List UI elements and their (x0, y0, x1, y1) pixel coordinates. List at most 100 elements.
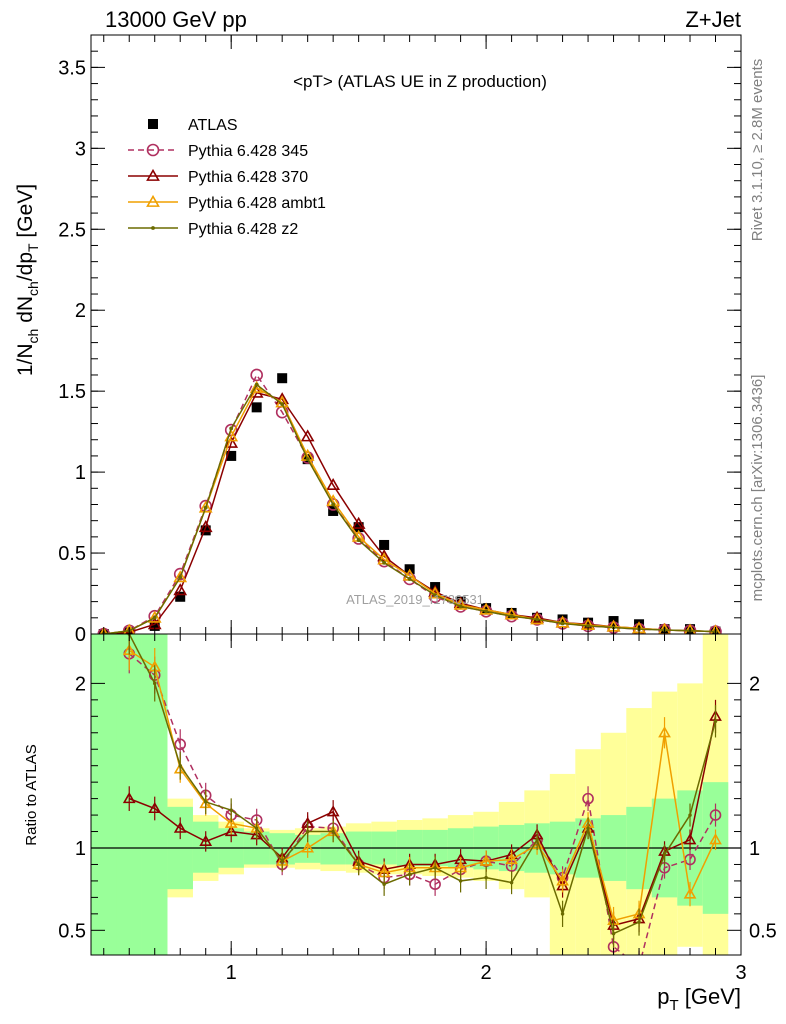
y-tick-label: 3 (75, 138, 86, 160)
ratio-y-tick-label: 0.5 (58, 920, 86, 942)
ratio-point (203, 800, 208, 804)
ratio-point (484, 875, 488, 880)
data-point (198, 520, 213, 533)
data-point (331, 502, 336, 507)
data-point (173, 570, 188, 583)
data-point (326, 477, 341, 490)
ratio-line (128, 649, 717, 922)
data-point (433, 593, 438, 598)
ratio-line (128, 634, 717, 935)
data-point (173, 567, 187, 581)
ratio-panel: 0.5 0.5 1 1 2 2 1 2 3 Ratio to ATLAS (23, 633, 777, 984)
data-point (407, 577, 412, 581)
ratio-point (634, 962, 644, 972)
data-point (353, 522, 364, 533)
ratio-point (305, 829, 310, 834)
data-point (509, 614, 514, 619)
data-point (229, 426, 234, 431)
ratio-point (301, 841, 315, 853)
ratio-point (224, 816, 238, 828)
ratio-point (582, 792, 594, 805)
ratio-point (535, 838, 539, 842)
y-tick-label: 1 (75, 462, 86, 484)
y-tick-label: 2 (75, 300, 86, 322)
data-point (251, 402, 262, 413)
ratio-y-tick-label: 1 (75, 838, 86, 860)
x-tick-label: 1 (226, 962, 237, 984)
data-point (203, 505, 208, 510)
side-label-bottom: mcplots.cern.ch [arXiv:1306.3436] (749, 375, 766, 602)
ratio-point (174, 738, 187, 751)
legend-marker (148, 119, 158, 129)
ratio-y-tick-label-right: 2 (749, 673, 760, 695)
ratio-point (662, 852, 667, 857)
data-point (530, 610, 544, 623)
data-point (479, 602, 493, 615)
header-left: 13000 GeV pp (105, 7, 247, 32)
data-point (583, 617, 594, 628)
ratio-point (433, 866, 437, 870)
y-tick-label: 1.5 (58, 381, 86, 403)
data-point (149, 620, 160, 631)
data-point (458, 604, 463, 609)
y-tick-label: 3.5 (58, 57, 86, 79)
data-point (555, 615, 570, 628)
data-point (250, 368, 263, 382)
ratio-point (173, 821, 187, 833)
x-tick-label: 2 (481, 962, 492, 984)
data-point (453, 597, 468, 610)
ratio-frame (90, 633, 742, 956)
ratio-point (509, 880, 514, 885)
ratio-point (326, 805, 340, 817)
legend-label: Pythia 6.428 z2 (188, 221, 298, 238)
legend-marker (146, 194, 160, 207)
data-point (300, 429, 315, 442)
legend-label: Pythia 6.428 ambt1 (188, 195, 326, 212)
header-right: Z+Jet (685, 7, 741, 32)
ratio-point (611, 931, 616, 936)
data-point (178, 575, 183, 580)
data-point (305, 457, 310, 462)
ratio-point (152, 681, 157, 686)
legend-item-pythia-6-428-z2: Pythia 6.428 z2 (128, 221, 298, 238)
legend-marker (146, 168, 160, 181)
ratio-point (479, 854, 493, 866)
uncertainty-bands (91, 634, 729, 955)
ratio-point (709, 809, 722, 821)
ratio-point (122, 792, 136, 804)
legend-label: ATLAS (188, 117, 238, 134)
ratio-y-tick-label-right: 1 (749, 838, 760, 860)
ratio-point (331, 829, 335, 834)
data-point (328, 505, 339, 516)
data-point (382, 560, 387, 565)
data-point (198, 500, 213, 513)
ratio-point (586, 826, 590, 830)
data-point (280, 402, 285, 407)
data-point (356, 538, 361, 543)
ratio-point (254, 826, 259, 830)
main-title: <pT> (ATLAS UE in Z production) (293, 72, 547, 91)
legend-label: Pythia 6.428 370 (188, 169, 308, 186)
data-point (481, 603, 492, 614)
ratio-point (458, 879, 463, 883)
ratio-point (560, 912, 565, 916)
data-point (504, 607, 519, 620)
legend-item-pythia-6-428-ambt1: Pythia 6.428 ambt1 (128, 194, 326, 212)
main-panel: ATLAS_2019_I1736531 <pT> (ATLAS UE in Z … (14, 34, 742, 646)
legend-item-pythia-6-428-370: Pythia 6.428 370 (128, 168, 308, 186)
ratio-point (280, 859, 284, 863)
ratio-point (556, 874, 569, 886)
data-point (226, 450, 237, 461)
data-point (351, 516, 366, 529)
legend-item-pythia-6-428-345: Pythia 6.428 345 (128, 143, 308, 160)
data-point (586, 623, 590, 628)
data-point (147, 610, 162, 623)
ratio-point (199, 834, 213, 846)
y-tick-label: 0 (75, 624, 86, 646)
y-tick-label: 0.5 (58, 543, 86, 565)
data-point (352, 532, 365, 545)
data-point (152, 615, 157, 620)
data-point (535, 617, 540, 622)
data-point (277, 373, 288, 384)
ratio-point (148, 801, 162, 814)
